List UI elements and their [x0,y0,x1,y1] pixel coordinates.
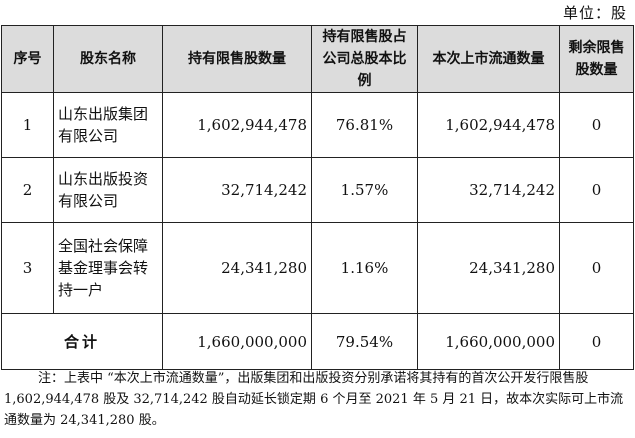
table-row: 3 全国社会保障基金理事会转持一户 24,341,280 1.16% 24,34… [1,222,634,314]
row-no: 1 [1,92,54,158]
header-shareholder: 股东名称 [53,25,163,93]
total-label: 合计 [1,313,163,370]
row-restricted-shares: 32,714,242 [162,157,312,223]
row-restricted-shares: 1,602,944,478 [162,92,312,158]
footnote: 注：上表中 “本次上市流通数量”，出版集团和出版投资分别承诺将其持有的首次公开发… [4,371,624,428]
row-ratio: 76.81% [311,92,418,158]
row-listed-shares: 1,602,944,478 [417,92,560,158]
row-ratio: 1.57% [311,157,418,223]
table-header-row: 序号 股东名称 持有限售股数量 持有限售股占公司总股本比例 本次上市流通数量 剩… [1,25,634,93]
total-restricted-shares: 1,660,000,000 [162,313,312,370]
header-restricted-shares: 持有限售股数量 [162,25,312,93]
row-ratio: 1.16% [311,222,418,314]
header-ratio: 持有限售股占公司总股本比例 [311,25,418,93]
header-no: 序号 [1,25,54,93]
row-restricted-shares: 24,341,280 [162,222,312,314]
total-remaining: 0 [559,313,634,370]
table-row: 1 山东出版集团有限公司 1,602,944,478 76.81% 1,602,… [1,92,634,158]
restricted-shares-table: 序号 股东名称 持有限售股数量 持有限售股占公司总股本比例 本次上市流通数量 剩… [1,25,634,370]
row-remaining: 0 [559,92,634,158]
unit-label: 单位：股 [562,4,627,22]
row-shareholder: 全国社会保障基金理事会转持一户 [53,222,163,314]
row-listed-shares: 32,714,242 [417,157,560,223]
total-ratio: 79.54% [311,313,418,370]
row-no: 3 [1,222,54,314]
header-remaining: 剩余限售股数量 [559,25,634,93]
table-row: 2 山东出版投资有限公司 32,714,242 1.57% 32,714,242… [1,157,634,223]
header-listed-shares: 本次上市流通数量 [417,25,560,93]
row-remaining: 0 [559,222,634,314]
row-listed-shares: 24,341,280 [417,222,560,314]
total-listed-shares: 1,660,000,000 [417,313,560,370]
row-shareholder: 山东出版投资有限公司 [53,157,163,223]
row-shareholder: 山东出版集团有限公司 [53,92,163,158]
row-no: 2 [1,157,54,223]
row-remaining: 0 [559,157,634,223]
table-total-row: 合计 1,660,000,000 79.54% 1,660,000,000 0 [1,313,634,370]
